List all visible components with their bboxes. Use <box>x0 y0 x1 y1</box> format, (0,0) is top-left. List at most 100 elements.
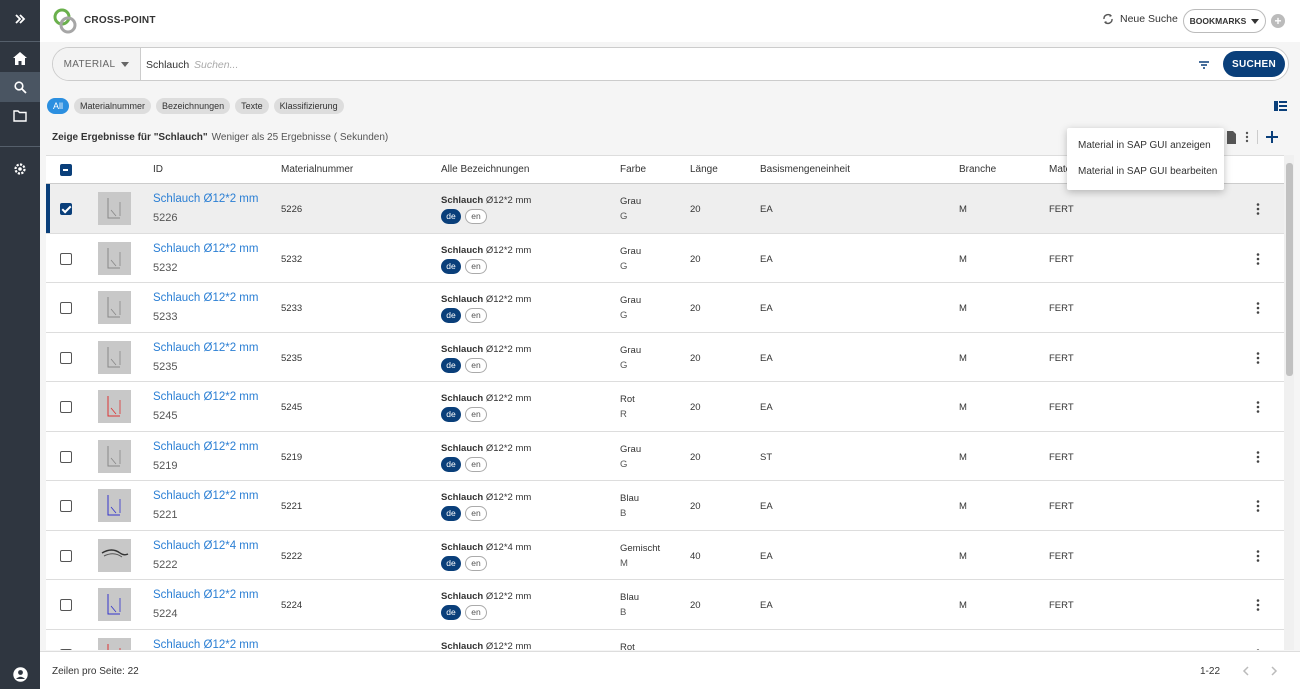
lang-en-badge[interactable]: en <box>465 506 487 521</box>
nav-folder[interactable] <box>0 101 40 131</box>
lang-en-badge[interactable]: en <box>465 357 487 373</box>
material-name-link[interactable]: Schlauch Ø12*2 mm <box>153 490 259 502</box>
col-branche[interactable]: Branche <box>959 164 997 175</box>
row-checkbox[interactable] <box>60 648 72 650</box>
add-icon[interactable] <box>1266 131 1278 143</box>
col-farbe[interactable]: Farbe <box>620 164 647 175</box>
export-icon[interactable] <box>1226 130 1237 144</box>
row-checkbox[interactable] <box>60 203 72 215</box>
material-name-link[interactable]: Schlauch Ø12*2 mm <box>153 341 259 354</box>
material-name-link[interactable]: Schlauch Ø12*2 mm <box>153 589 259 601</box>
expand-sidebar-button[interactable] <box>0 4 40 34</box>
filter-icon[interactable] <box>1197 58 1211 72</box>
row-more-icon[interactable] <box>1254 202 1262 216</box>
lang-de-badge[interactable]: de <box>441 407 461 422</box>
col-materialart[interactable]: Mate <box>1049 164 1072 175</box>
col-materialnummer[interactable]: Materialnummer <box>281 164 354 175</box>
material-name-link[interactable]: Schlauch Ø12*2 mm <box>153 242 259 255</box>
table-row[interactable]: Schlauch Ø12*2 mm 5235 5235 Schlauch Ø12*2 … <box>46 332 1284 382</box>
table-row[interactable]: Schlauch Ø12*2 mm 5224 5224 Schlauch Ø12*2 … <box>46 580 1284 630</box>
row-more-icon[interactable] <box>1254 351 1262 365</box>
col-laenge[interactable]: Länge <box>690 164 718 175</box>
table-row[interactable]: Schlauch Ø12*2 mm 5219 5219 Schlauch Ø12*2 … <box>46 431 1284 481</box>
bez-rest: Ø12*2 mm <box>483 591 532 602</box>
nav-home[interactable] <box>0 43 40 73</box>
table-scrollbar[interactable] <box>1284 155 1294 650</box>
chip-materialnummer[interactable]: Materialnummer <box>74 98 152 114</box>
material-name-link[interactable]: Schlauch Ø12*2 mm <box>153 193 259 205</box>
table-row[interactable]: Schlauch Ø12*2 mm 5233 5233 Schlauch Ø12*2 … <box>46 283 1284 333</box>
col-basismengeneinheit[interactable]: Basismengeneinheit <box>760 164 851 175</box>
lang-de-badge[interactable]: de <box>441 308 461 323</box>
row-more-icon[interactable] <box>1254 549 1262 563</box>
chevron-right-icon[interactable] <box>1267 664 1281 678</box>
table-row[interactable]: Schlauch Ø12*2 mm 5232 5232 Schlauch Ø12*2 … <box>46 233 1284 283</box>
lang-en-badge[interactable]: en <box>465 456 487 472</box>
nav-search[interactable] <box>0 72 40 102</box>
material-name-link[interactable]: Schlauch Ø12*2 mm <box>153 638 259 651</box>
lang-en-badge[interactable]: en <box>465 308 487 323</box>
table-row[interactable]: Schlauch Ø12*2 mm 5245 5245 Schlauch Ø12*2 … <box>46 382 1284 432</box>
rows-per-page[interactable]: Zeilen pro Seite: 22 <box>52 666 139 677</box>
menu-item-sap-edit[interactable]: Material in SAP GUI bearbeiten <box>1078 166 1218 177</box>
more-vert-icon[interactable] <box>1245 131 1249 143</box>
row-more-icon[interactable] <box>1254 252 1262 266</box>
chip-all[interactable]: All <box>47 98 70 114</box>
col-bezeichnungen[interactable]: Alle Bezeichnungen <box>441 164 530 175</box>
add-bookmark-button[interactable]: + <box>1271 14 1285 28</box>
nav-settings[interactable] <box>0 154 40 184</box>
material-name-link[interactable]: Schlauch Ø12*2 mm <box>153 292 259 304</box>
table-row[interactable]: Schlauch Ø12*4 mm 5222 5222 Schlauch Ø12*4 … <box>46 530 1284 580</box>
bookmarks-dropdown[interactable]: BOOKMARKS <box>1183 9 1266 33</box>
lang-de-badge[interactable]: de <box>441 209 461 224</box>
row-more-icon[interactable] <box>1254 499 1262 513</box>
nav-account[interactable] <box>0 659 40 689</box>
col-id[interactable]: ID <box>153 164 163 175</box>
row-more-icon[interactable] <box>1254 648 1262 651</box>
lang-de-badge[interactable]: de <box>441 357 461 373</box>
table-row[interactable]: Schlauch Ø12*2 mm 5221 5221 Schlauch Ø12*2 … <box>46 481 1284 531</box>
menu-item-sap-show[interactable]: Material in SAP GUI anzeigen <box>1078 140 1211 151</box>
cell-bezeichnung: Schlauch Ø12*2 mm <box>441 443 531 454</box>
row-checkbox[interactable] <box>60 351 72 364</box>
select-all-checkbox[interactable] <box>60 164 72 176</box>
row-checkbox[interactable] <box>60 500 72 512</box>
lang-de-badge[interactable]: de <box>441 605 461 620</box>
chevron-left-icon[interactable] <box>1239 664 1253 678</box>
chip-klassifizierung[interactable]: Klassifizierung <box>273 98 344 114</box>
search-button[interactable]: SUCHEN <box>1223 51 1285 77</box>
lang-de-badge[interactable]: de <box>441 456 461 472</box>
lang-en-badge[interactable]: en <box>465 258 487 274</box>
lang-en-badge[interactable]: en <box>465 555 487 571</box>
lang-en-badge[interactable]: en <box>465 605 487 620</box>
row-checkbox[interactable] <box>60 450 72 463</box>
lang-de-badge[interactable]: de <box>441 555 461 571</box>
caret-down-icon <box>1251 18 1260 24</box>
table-row[interactable]: Schlauch Ø12*2 mm Schlauch Ø12*2 mm Rot <box>46 629 1284 651</box>
row-checkbox[interactable] <box>60 599 72 611</box>
column-view-icon[interactable] <box>1274 100 1287 112</box>
material-id: 5235 <box>153 360 178 373</box>
row-checkbox[interactable] <box>60 302 72 314</box>
lang-de-badge[interactable]: de <box>441 506 461 521</box>
scrollbar-thumb[interactable] <box>1286 163 1293 376</box>
chip-bezeichnungen[interactable]: Bezeichnungen <box>156 98 231 114</box>
material-name-link[interactable]: Schlauch Ø12*2 mm <box>153 440 259 453</box>
lang-en-badge[interactable]: en <box>465 407 487 422</box>
row-more-icon[interactable] <box>1254 450 1262 464</box>
row-checkbox[interactable] <box>60 401 72 413</box>
table-row[interactable]: Schlauch Ø12*2 mm 5226 5226 Schlauch Ø12*2 … <box>46 184 1284 234</box>
search-input[interactable] <box>194 57 1044 73</box>
material-name-link[interactable]: Schlauch Ø12*4 mm <box>153 539 259 552</box>
row-more-icon[interactable] <box>1254 400 1262 414</box>
row-checkbox[interactable] <box>60 549 72 562</box>
row-more-icon[interactable] <box>1254 301 1262 315</box>
search-type-select[interactable]: MATERIAL <box>53 48 141 80</box>
row-checkbox[interactable] <box>60 252 72 265</box>
lang-de-badge[interactable]: de <box>441 258 461 274</box>
material-name-link[interactable]: Schlauch Ø12*2 mm <box>153 391 259 403</box>
chip-texte[interactable]: Texte <box>235 98 269 114</box>
row-more-icon[interactable] <box>1254 598 1262 612</box>
lang-en-badge[interactable]: en <box>465 209 487 224</box>
new-search-button[interactable]: Neue Suche <box>1102 13 1178 25</box>
